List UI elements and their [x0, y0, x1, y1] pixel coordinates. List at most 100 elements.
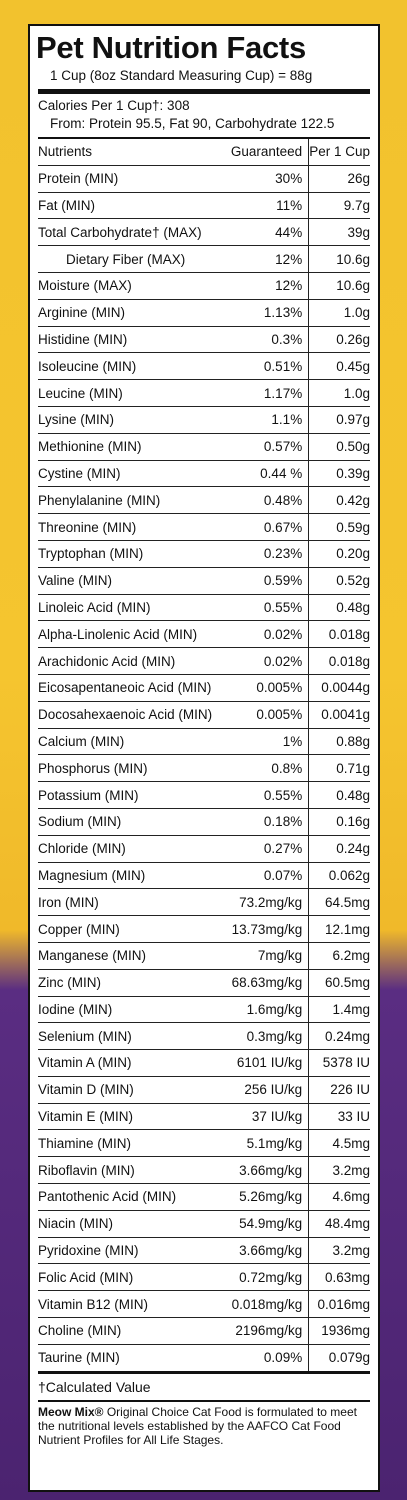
nutrient-name: Alpha-Linolenic Acid (MIN): [38, 626, 198, 642]
per-cup-value: 6.2mg: [332, 948, 370, 964]
nutrient-name: Docosahexaenoic Acid (MIN): [38, 707, 213, 723]
nutrient-name: Phenylalanine (MIN): [38, 492, 161, 508]
guaranteed-value: 0.18%: [216, 808, 310, 836]
table-row: Isoleucine (MIN) 0.51% 0.45g: [38, 352, 370, 380]
guaranteed-value: 54.9mg/kg: [216, 1210, 310, 1238]
nutrient-rows: Protein (MIN) 30% 26g Fat (MIN) 11% 9.7g Total…: [38, 165, 370, 1372]
table-row: Iron (MIN) 73.2mg/kg 64.5mg: [38, 888, 370, 916]
per-cup-value: 0.0041g: [321, 707, 370, 723]
guaranteed-value: 256 IU/kg: [216, 1076, 310, 1104]
table-row: Arginine (MIN) 1.13% 1.0g: [38, 299, 370, 327]
per-cup-value: 0.20g: [336, 546, 370, 562]
nutrient-name: Dietary Fiber (MAX): [66, 251, 186, 267]
per-cup-value: 0.52g: [336, 573, 370, 589]
nutrient-name: Iodine (MIN): [38, 1001, 113, 1017]
table-row: Riboflavin (MIN) 3.66mg/kg 3.2mg: [38, 1156, 370, 1184]
guaranteed-value: 2196mg/kg: [216, 1317, 310, 1345]
nutrient-name: Total Carbohydrate† (MAX): [38, 224, 202, 240]
nutrient-name: Manganese (MIN): [38, 948, 147, 964]
guaranteed-value: 0.59%: [216, 567, 310, 595]
per-cup-value: 0.24g: [336, 841, 370, 857]
guaranteed-value: 0.67%: [216, 513, 310, 541]
table-row: Potassium (MIN) 0.55% 0.48g: [38, 781, 370, 809]
nutrient-name: Copper (MIN): [38, 921, 120, 937]
table-row: Fat (MIN) 11% 9.7g: [38, 192, 370, 219]
guaranteed-value: 1.13%: [216, 299, 310, 327]
table-row: Pyridoxine (MIN) 3.66mg/kg 3.2mg: [38, 1237, 370, 1264]
per-cup-value: 1.4mg: [332, 1001, 370, 1017]
guaranteed-value: 0.55%: [216, 781, 310, 809]
per-cup-value: 10.6g: [336, 278, 370, 294]
table-row: Vitamin B12 (MIN) 0.018mg/kg 0.016mg: [38, 1290, 370, 1318]
table-row: Thiamine (MIN) 5.1mg/kg 4.5mg: [38, 1129, 370, 1157]
per-cup-value: 4.6mg: [332, 1189, 370, 1205]
nutrient-name: Iron (MIN): [38, 894, 99, 910]
per-cup-value: 0.018g: [328, 626, 370, 642]
header-guaranteed: Guaranteed: [216, 139, 310, 166]
nutrient-name: Selenium (MIN): [38, 1028, 132, 1044]
guaranteed-value: 0.23%: [216, 540, 310, 568]
table-row: Total Carbohydrate† (MAX) 44% 39g: [38, 218, 370, 246]
table-row: Magnesium (MIN) 0.07% 0.062g: [38, 862, 370, 889]
table-row: Selenium (MIN) 0.3mg/kg 0.24mg: [38, 1022, 370, 1050]
per-cup-value: 0.42g: [336, 492, 370, 508]
table-row: Tryptophan (MIN) 0.23% 0.20g: [38, 540, 370, 568]
nutrient-name: Methionine (MIN): [38, 439, 142, 455]
per-cup-value: 0.50g: [336, 439, 370, 455]
nutrient-name: Valine (MIN): [38, 573, 113, 589]
nutrient-name: Arginine (MIN): [38, 305, 126, 321]
per-cup-value: 0.45g: [336, 358, 370, 374]
nutrient-name: Fat (MIN): [38, 197, 95, 213]
guaranteed-value: 13.73mg/kg: [216, 915, 310, 943]
table-row: Vitamin A (MIN) 6101 IU/kg 5378 IU: [38, 1049, 370, 1077]
guaranteed-value: 0.005%: [216, 701, 310, 729]
nutrient-name: Chloride (MIN): [38, 841, 126, 857]
nutrient-name: Thiamine (MIN): [38, 1135, 132, 1151]
table-header-row: Nutrients Guaranteed Per 1 Cup: [38, 139, 370, 166]
table-row: Zinc (MIN) 68.63mg/kg 60.5mg: [38, 969, 370, 996]
per-cup-value: 9.7g: [343, 197, 370, 213]
guaranteed-value: 7mg/kg: [216, 942, 310, 970]
guaranteed-value: 3.66mg/kg: [216, 1156, 310, 1184]
nutrient-name: Calcium (MIN): [38, 733, 125, 749]
nutrient-name: Potassium (MIN): [38, 787, 139, 803]
per-cup-value: 0.062g: [328, 867, 370, 883]
table-row: Moisture (MAX) 12% 10.6g: [38, 272, 370, 300]
guaranteed-value: 1.17%: [216, 379, 310, 407]
per-cup-value: 60.5mg: [324, 975, 370, 991]
nutrient-name: Magnesium (MIN): [38, 867, 146, 883]
per-cup-value: 1936mg: [321, 1323, 370, 1339]
per-cup-value: 0.018g: [328, 653, 370, 669]
per-cup-value: 0.39g: [336, 465, 370, 481]
table-row: Chloride (MIN) 0.27% 0.24g: [38, 835, 370, 863]
guaranteed-value: 30%: [216, 165, 310, 193]
nutrient-name: Moisture (MAX): [38, 278, 132, 294]
nutrient-name: Vitamin D (MIN): [38, 1082, 134, 1098]
guaranteed-value: 1.6mg/kg: [216, 996, 310, 1023]
guaranteed-value: 0.3%: [216, 326, 310, 353]
nutrient-name: Choline (MIN): [38, 1323, 122, 1339]
table-row: Histidine (MIN) 0.3% 0.26g: [38, 326, 370, 353]
table-row: Leucine (MIN) 1.17% 1.0g: [38, 379, 370, 407]
table-row: Manganese (MIN) 7mg/kg 6.2mg: [38, 942, 370, 970]
nutrient-name: Pyridoxine (MIN): [38, 1243, 139, 1259]
header-nutrients: Nutrients: [38, 144, 93, 160]
nutrient-name: Arachidonic Acid (MIN): [38, 653, 176, 669]
guaranteed-value: 0.005%: [216, 674, 310, 702]
per-cup-value: 0.63mg: [324, 1269, 370, 1285]
guaranteed-value: 12%: [216, 272, 310, 300]
nutrient-name: Sodium (MIN): [38, 814, 122, 830]
header-per-cup: Per 1 Cup: [309, 144, 370, 160]
nutrient-name: Histidine (MIN): [38, 331, 128, 347]
nutrient-name: Tryptophan (MIN): [38, 546, 144, 562]
guaranteed-value: 5.1mg/kg: [216, 1129, 310, 1157]
table-row: Docosahexaenoic Acid (MIN) 0.005% 0.0041g: [38, 701, 370, 729]
table-row: Calcium (MIN) 1% 0.88g: [38, 728, 370, 755]
per-cup-value: 12.1mg: [324, 921, 370, 937]
calories-from: From: Protein 95.5, Fat 90, Carbohydrate…: [50, 116, 335, 131]
nutrient-name: Zinc (MIN): [38, 975, 101, 991]
serving-size: 1 Cup (8oz Standard Measuring Cup) = 88g: [38, 66, 370, 94]
nutrient-name: Vitamin E (MIN): [38, 1109, 134, 1125]
per-cup-value: 0.24mg: [324, 1028, 370, 1044]
nutrient-name: Isoleucine (MIN): [38, 358, 137, 374]
